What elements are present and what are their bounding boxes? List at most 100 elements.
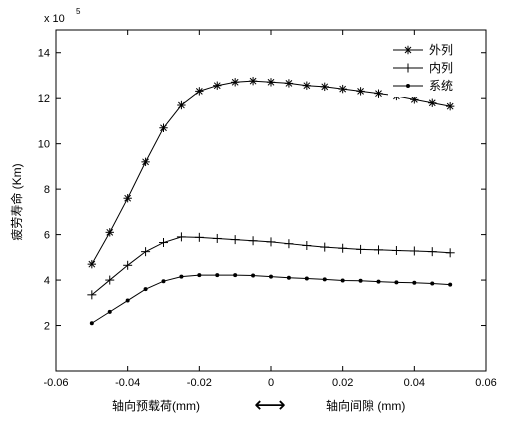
legend-label: 系统 bbox=[429, 79, 453, 93]
data-point bbox=[320, 242, 330, 252]
marker-stroke bbox=[446, 102, 454, 110]
data-point bbox=[427, 247, 437, 257]
y-tick-label: 14 bbox=[38, 48, 50, 60]
data-point bbox=[374, 89, 383, 98]
data-point bbox=[304, 276, 309, 281]
data-point bbox=[233, 273, 238, 278]
y-axis-label: 疲劳寿命 (Km) bbox=[9, 163, 24, 240]
y-multiplier: x 10 5 bbox=[44, 7, 81, 25]
y-multiplier-base: x 10 bbox=[44, 13, 65, 25]
data-point bbox=[179, 274, 184, 279]
y-tick-label: 2 bbox=[44, 321, 50, 333]
data-point bbox=[123, 260, 133, 270]
legend-label: 外列 bbox=[429, 43, 453, 57]
x-tick-label: 0 bbox=[268, 377, 274, 389]
legend-label: 内列 bbox=[429, 61, 453, 75]
data-point bbox=[161, 279, 166, 284]
x-axis-arrow: ⟷ bbox=[254, 392, 286, 417]
data-point bbox=[302, 81, 312, 90]
legend-marker bbox=[403, 45, 413, 55]
data-point bbox=[125, 298, 130, 303]
marker-stroke bbox=[195, 88, 203, 95]
data-point bbox=[107, 309, 112, 314]
y-multiplier-exponent: 5 bbox=[76, 7, 81, 16]
data-point bbox=[251, 273, 256, 278]
x-tick-label: 0.02 bbox=[332, 377, 353, 389]
data-point bbox=[141, 157, 150, 167]
x-tick-label: -0.06 bbox=[43, 377, 68, 389]
marker-stroke bbox=[213, 82, 221, 90]
data-point bbox=[197, 273, 202, 278]
marker-stroke bbox=[160, 124, 167, 132]
legend-item: 系统 bbox=[393, 79, 453, 93]
x-tick-label: 0.06 bbox=[475, 377, 496, 389]
series-plus bbox=[87, 232, 455, 300]
data-point bbox=[266, 237, 276, 247]
data-point bbox=[338, 243, 348, 253]
data-point bbox=[338, 84, 347, 94]
data-point bbox=[87, 259, 97, 269]
legend-item: 外列 bbox=[393, 43, 453, 57]
y-axis: 2 4 6 8 10 12 14 bbox=[38, 48, 486, 333]
data-point bbox=[391, 246, 401, 256]
data-point bbox=[269, 274, 273, 279]
data-point bbox=[445, 101, 455, 111]
x-axis-label-right: 轴向间隙 (mm) bbox=[326, 398, 405, 413]
data-point bbox=[412, 280, 417, 285]
y-tick-label: 10 bbox=[38, 139, 50, 151]
x-tick-label: 0.04 bbox=[404, 377, 425, 389]
marker-stroke bbox=[428, 99, 436, 107]
data-point bbox=[356, 244, 366, 254]
data-point bbox=[212, 233, 222, 243]
data-point bbox=[123, 194, 132, 203]
marker-stroke bbox=[285, 80, 293, 87]
marker-stroke bbox=[321, 83, 329, 91]
data-point bbox=[105, 275, 115, 285]
marker-stroke bbox=[375, 90, 382, 98]
data-point bbox=[320, 82, 329, 92]
y-tick-label: 8 bbox=[44, 184, 50, 196]
data-point bbox=[141, 247, 151, 257]
data-point bbox=[322, 277, 327, 282]
marker-stroke bbox=[249, 77, 257, 85]
marker-stroke bbox=[231, 78, 239, 86]
data-point bbox=[177, 100, 186, 110]
data-point bbox=[143, 287, 148, 292]
data-point bbox=[286, 275, 291, 280]
data-point bbox=[448, 282, 453, 287]
data-point bbox=[284, 239, 294, 249]
marker-stroke bbox=[88, 260, 96, 268]
x-tick-label: -0.04 bbox=[115, 377, 140, 389]
data-point bbox=[215, 273, 220, 278]
y-tick-label: 4 bbox=[44, 275, 50, 287]
marker-stroke bbox=[267, 78, 275, 86]
data-point bbox=[284, 79, 294, 88]
legend-item: 内列 bbox=[393, 61, 453, 75]
data-point bbox=[159, 123, 168, 132]
series-dot bbox=[89, 273, 453, 326]
data-point bbox=[159, 238, 168, 248]
marker-stroke bbox=[404, 46, 412, 54]
data-point bbox=[213, 81, 222, 90]
data-point bbox=[376, 279, 381, 284]
data-point bbox=[87, 290, 97, 300]
data-point bbox=[302, 241, 312, 251]
data-point bbox=[89, 321, 94, 326]
legend-marker bbox=[403, 63, 413, 73]
data-point bbox=[176, 232, 186, 242]
data-point bbox=[195, 87, 204, 96]
data-point bbox=[194, 232, 204, 242]
x-axis-label-left: 轴向预载荷(mm) bbox=[112, 398, 200, 413]
data-point bbox=[358, 278, 363, 283]
data-point bbox=[248, 236, 258, 246]
data-point bbox=[266, 78, 276, 87]
marker-stroke bbox=[339, 85, 347, 93]
data-point bbox=[374, 245, 383, 255]
y-tick-label: 6 bbox=[44, 230, 50, 242]
marker-stroke bbox=[410, 95, 418, 103]
marker-stroke bbox=[303, 82, 311, 90]
marker-stroke bbox=[178, 101, 185, 109]
marker-stroke bbox=[106, 228, 114, 236]
